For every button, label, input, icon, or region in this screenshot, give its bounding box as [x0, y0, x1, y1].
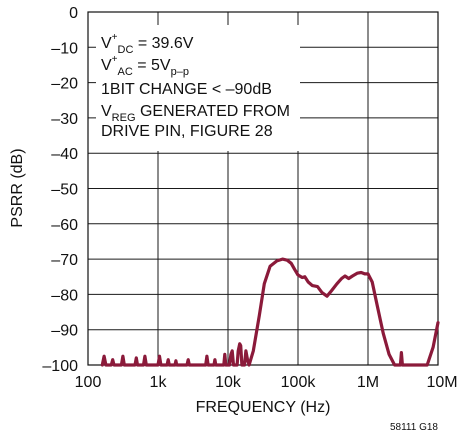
- y-tick-label: –90: [51, 323, 78, 340]
- y-tick-label: –60: [51, 217, 78, 234]
- annotation: V+DC = 39.6V V+AC = 5Vp–p 1BIT CHANGE < …: [101, 32, 290, 140]
- y-tick-label: –70: [51, 252, 78, 269]
- annotation-line-4: VREG GENERATED FROM: [101, 103, 290, 124]
- x-axis-title: FREQUENCY (Hz): [196, 399, 331, 416]
- y-tick-label: –40: [51, 146, 78, 163]
- annotation-background: [96, 25, 300, 151]
- x-tick-label: 100: [75, 374, 102, 391]
- y-axis-title: PSRR (dB): [9, 148, 26, 227]
- y-tick-label: –80: [51, 287, 78, 304]
- y-tick-label: –50: [51, 182, 78, 199]
- y-tick-label: –10: [51, 40, 78, 57]
- x-tick-label: 10M: [426, 374, 457, 391]
- y-tick-label: 0: [69, 5, 78, 22]
- x-tick-label: 1k: [150, 374, 168, 391]
- annotation-line-2: V+AC = 5Vp–p: [101, 54, 189, 78]
- annotation-line-1: V+DC = 39.6V: [101, 32, 194, 56]
- annotation-line-5: DRIVE PIN, FIGURE 28: [101, 123, 273, 140]
- x-tick-label: 100k: [281, 374, 317, 391]
- x-tick-labels: 100 1k 10k 100k 1M 10M: [75, 374, 458, 391]
- y-tick-label: –20: [51, 76, 78, 93]
- y-tick-label: –30: [51, 111, 78, 128]
- y-tick-label: –100: [42, 358, 78, 375]
- plot-frame: [87, 11, 439, 366]
- x-tick-label: 1M: [357, 374, 379, 391]
- series-group: [100, 257, 440, 367]
- y-tick-labels: 0 –10 –20 –30 –40 –50 –60 –70 –80 –90 –100: [42, 5, 78, 375]
- figure-id: 58111 G18: [390, 422, 438, 433]
- annotation-line-3: 1BIT CHANGE < –90dB: [101, 81, 272, 98]
- series-line: [100, 257, 440, 367]
- x-tick-label: 10k: [215, 374, 242, 391]
